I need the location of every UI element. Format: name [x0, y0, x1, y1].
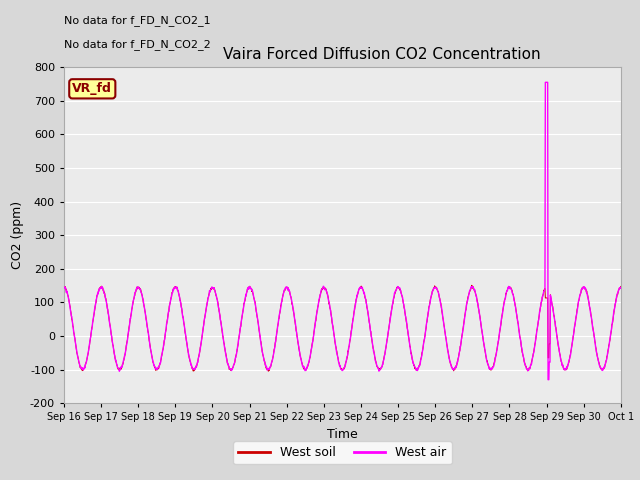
Text: No data for f_FD_N_CO2_2: No data for f_FD_N_CO2_2	[64, 39, 211, 50]
Y-axis label: CO2 (ppm): CO2 (ppm)	[12, 201, 24, 269]
X-axis label: Time: Time	[327, 428, 358, 441]
Text: No data for f_FD_N_CO2_1: No data for f_FD_N_CO2_1	[64, 15, 211, 26]
Legend: West soil, West air: West soil, West air	[233, 441, 452, 464]
Text: VR_fd: VR_fd	[72, 83, 112, 96]
Title: Vaira Forced Diffusion CO2 Concentration: Vaira Forced Diffusion CO2 Concentration	[223, 47, 540, 62]
